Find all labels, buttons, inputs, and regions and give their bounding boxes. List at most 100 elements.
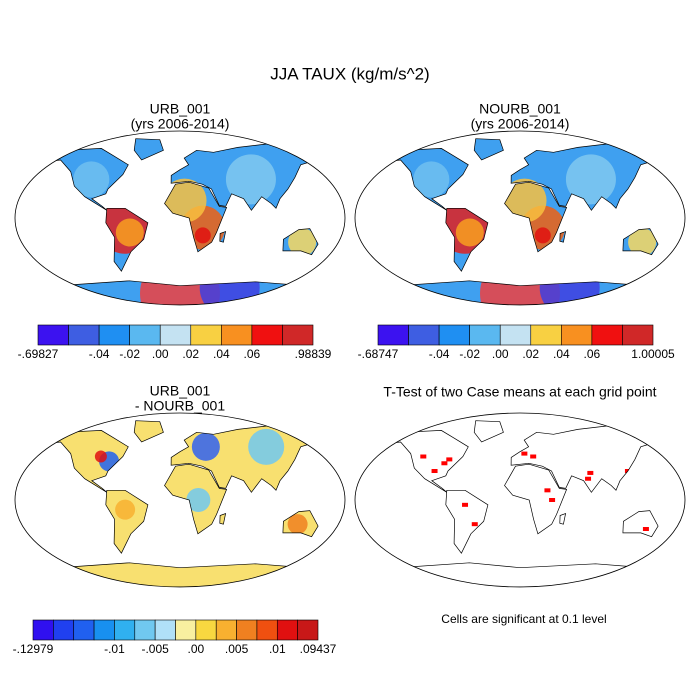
colorbar-box	[190, 324, 222, 346]
field-patch	[186, 488, 211, 512]
coastline	[559, 230, 567, 243]
colorbar-box	[221, 324, 253, 346]
colorbar-label: .00	[188, 642, 205, 656]
field-patch	[73, 161, 110, 198]
map-border	[14, 130, 346, 306]
coastline	[510, 143, 673, 211]
field-patch	[94, 450, 107, 463]
field-patch	[539, 257, 600, 305]
field-patch	[248, 428, 285, 465]
land	[41, 430, 129, 493]
field-patch	[115, 499, 136, 520]
colorbar-box	[236, 619, 258, 641]
land	[134, 420, 164, 442]
colorbar-box	[377, 324, 409, 346]
panel-title: (yrs 2006-2014)	[131, 116, 230, 132]
coastline	[559, 512, 567, 525]
field-patch	[628, 228, 657, 257]
colorbar-box	[622, 324, 654, 346]
land	[105, 490, 148, 554]
land	[219, 513, 226, 525]
colorbar-box	[175, 619, 197, 641]
field-patch	[413, 161, 450, 198]
significant-cell	[544, 488, 551, 493]
coastline	[445, 489, 489, 554]
significant-cell	[549, 498, 556, 502]
colorbar-label: .09437	[300, 642, 337, 656]
coastline	[40, 148, 129, 211]
coastline	[282, 228, 319, 256]
colorbar-box	[93, 619, 115, 641]
field-patch	[534, 227, 551, 244]
field-patch	[199, 257, 260, 305]
colorbar-box	[114, 619, 136, 641]
land	[445, 490, 488, 554]
colorbar-label: .06	[584, 347, 601, 361]
colorbar-box	[53, 619, 75, 641]
significant-cell	[420, 454, 427, 459]
coastline	[133, 420, 164, 443]
field-patch	[162, 178, 207, 223]
coastline	[40, 430, 129, 493]
colorbar-box	[129, 324, 161, 346]
colorbar-label: -.12979	[13, 642, 54, 656]
colorbar-box	[32, 619, 54, 641]
coastline	[170, 143, 333, 211]
colorbar-label: .02	[182, 347, 199, 361]
land	[559, 513, 566, 525]
coastline	[219, 512, 227, 525]
colorbar-label: -.69827	[18, 347, 59, 361]
colorbar-box	[276, 619, 298, 641]
colorbar-label: .02	[522, 347, 539, 361]
field-patch	[502, 178, 547, 223]
colorbar-label: -.04	[429, 347, 450, 361]
map-border	[354, 130, 686, 306]
coastline	[380, 430, 469, 493]
coastline	[504, 181, 568, 253]
significant-cell	[446, 457, 453, 462]
colorbar-box	[297, 619, 319, 641]
significant-cell	[585, 476, 592, 481]
field-patch	[288, 228, 317, 257]
colorbar-box	[408, 324, 440, 346]
colorbar-box	[251, 324, 283, 346]
significant-cell	[521, 451, 528, 456]
colorbar-box	[530, 324, 562, 346]
panel-title: - NOURB_001	[135, 398, 225, 414]
coastline	[219, 230, 227, 243]
land	[474, 420, 504, 442]
colorbar-box	[469, 324, 501, 346]
colorbar-box	[37, 324, 69, 346]
colorbar-box	[154, 619, 176, 641]
land	[474, 138, 504, 160]
coastline	[282, 510, 319, 538]
colorbar-box	[134, 619, 156, 641]
colorbar-box	[68, 324, 100, 346]
coastline	[164, 181, 228, 253]
colorbar-label: -.02	[119, 347, 140, 361]
map-panel	[14, 412, 346, 588]
panel-title: NOURB_001	[479, 101, 561, 117]
significant-cell	[642, 527, 649, 531]
panel-title: URB_001	[150, 383, 211, 399]
field-patch	[455, 218, 484, 247]
significant-cell	[587, 470, 594, 475]
land	[511, 425, 672, 493]
coastline	[445, 207, 489, 272]
colorbar-label: -.005	[141, 642, 169, 656]
colorbar-label: .00	[492, 347, 509, 361]
colorbar-label: 1.00005	[631, 347, 675, 361]
coastline	[164, 463, 228, 535]
colorbar-label: .04	[553, 347, 570, 361]
land	[134, 138, 164, 160]
significant-cell	[530, 454, 537, 459]
significant-cell	[431, 469, 438, 473]
colorbar-box	[98, 324, 130, 346]
colorbar-label: .005	[225, 642, 249, 656]
colorbar-label: -.01	[104, 642, 125, 656]
coastline	[622, 510, 659, 538]
panel-title: (yrs 2006-2014)	[471, 116, 570, 132]
coastline	[105, 489, 149, 554]
coastline	[504, 463, 568, 535]
field-patch	[287, 514, 308, 535]
